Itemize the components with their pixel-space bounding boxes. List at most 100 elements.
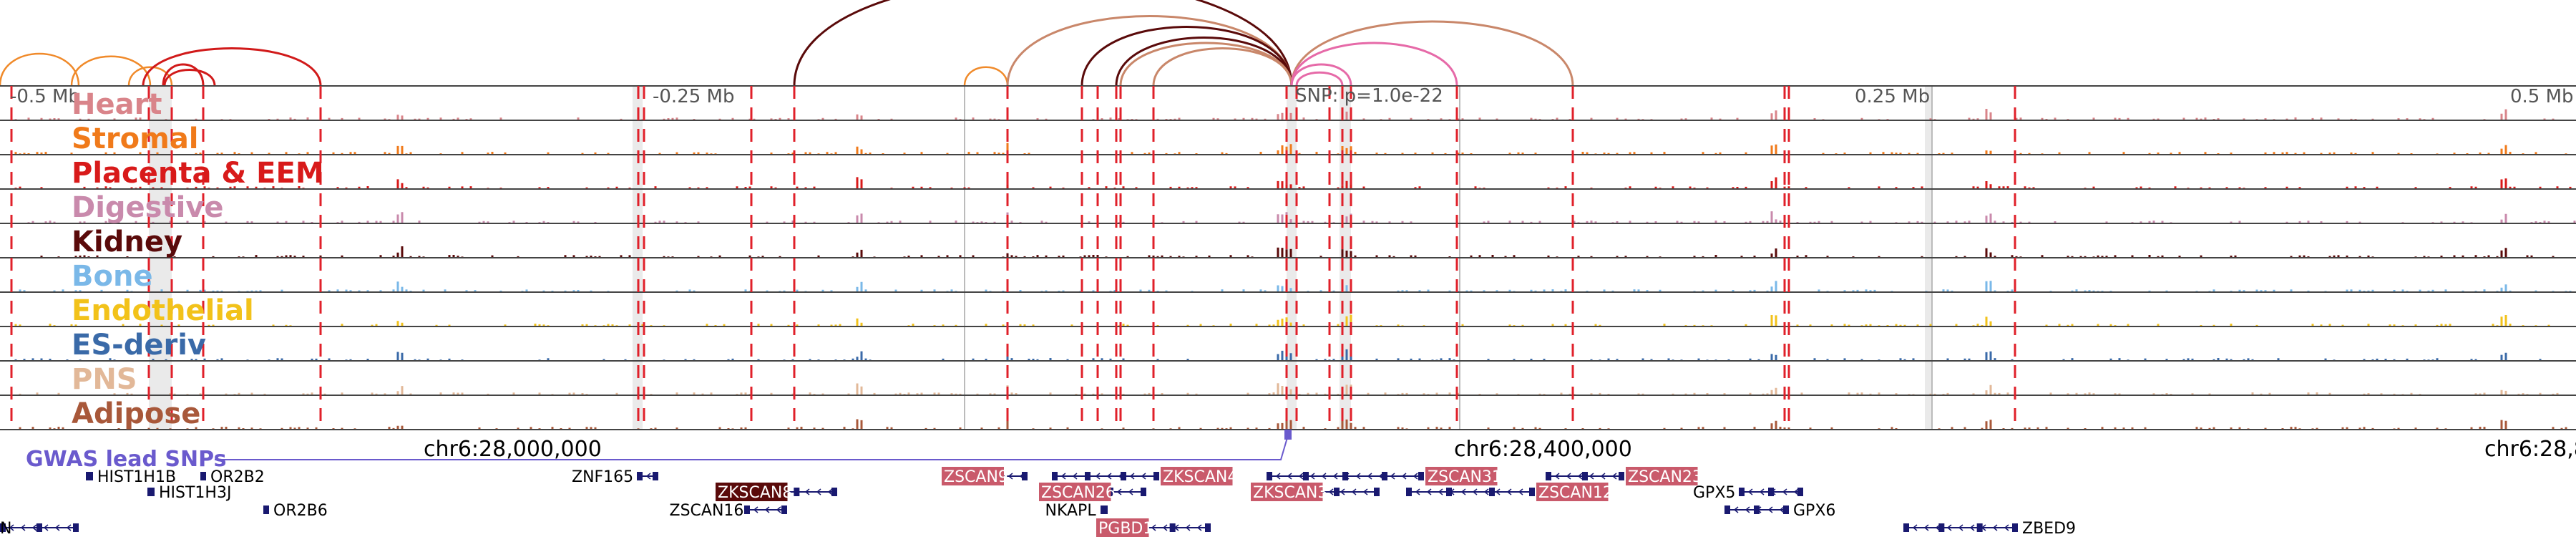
strand-arrow	[1793, 488, 1799, 495]
strand-arrow	[1344, 473, 1350, 480]
strand-arrow	[1483, 488, 1489, 495]
strand-arrow	[1340, 488, 1345, 495]
strand-arrow	[1566, 473, 1571, 480]
gene-label: NKAPL	[1045, 502, 1097, 520]
gene-exon	[1619, 472, 1624, 480]
strand-arrow	[1129, 473, 1135, 480]
gene-zscan12: ZSCAN12	[1406, 483, 1613, 502]
strand-arrow	[1912, 524, 1918, 531]
interaction-arc	[163, 69, 216, 87]
gene-exon	[149, 488, 155, 496]
gene-exon	[794, 488, 800, 496]
interaction-arc	[1080, 26, 1293, 87]
track-signal	[10, 383, 2559, 395]
scale-label: -0.25 Mb	[653, 86, 734, 107]
gene-label: ZSCAN23	[1628, 468, 1702, 486]
coordinate-label: chr6:28,8	[2484, 437, 2576, 462]
interaction-arc	[162, 63, 205, 87]
coordinate-label: chr6:28,400,000	[1454, 437, 1632, 462]
gene-label: ZSCAN31	[1428, 468, 1502, 486]
gene-label-box	[1425, 467, 1498, 485]
strand-arrow	[1426, 488, 1432, 495]
track-signal	[14, 109, 2555, 120]
snp-scale-label: SNP: p=1.0e-22	[1295, 85, 1443, 107]
strand-arrow	[1733, 506, 1739, 513]
strand-arrow	[1438, 488, 1443, 495]
gene-label: PGBD1	[1098, 520, 1153, 537]
strand-arrow	[1367, 473, 1372, 480]
gene-exon	[1976, 523, 1983, 532]
gene-exon	[1783, 505, 1789, 514]
strand-arrow	[1332, 473, 1338, 480]
gene-exon	[1382, 472, 1387, 480]
gene-exon	[263, 505, 269, 514]
gene-label: HIST1H3J	[159, 484, 231, 502]
interaction-arc	[1290, 42, 1458, 87]
gene-exon	[1334, 488, 1340, 496]
strand-arrow	[1275, 473, 1281, 480]
strand-arrow	[1328, 488, 1334, 495]
strand-arrow	[764, 506, 770, 513]
gene-exon	[781, 505, 787, 514]
interaction-arc	[1290, 20, 1574, 87]
gene-label: ZKSCAN4	[1163, 468, 1237, 486]
strand-arrow	[645, 473, 651, 480]
strand-arrow	[1745, 506, 1750, 513]
interaction-arc	[1295, 71, 1344, 87]
gene-label-box	[1161, 467, 1233, 485]
strand-arrow	[1770, 488, 1776, 495]
scale-label: -0.5 Mb	[10, 86, 80, 107]
scale-bar: -0.5 Mb -0.25 Mb SNP: p=1.0e-22 0.25 Mb …	[10, 85, 2574, 107]
scale-label: 0.5 Mb	[2510, 86, 2574, 107]
strand-arrow	[43, 524, 49, 531]
gene-exon	[1121, 472, 1126, 480]
gene-znf165: ZNF165	[572, 468, 658, 486]
interaction-arc	[963, 66, 1009, 87]
signal-tracks	[0, 85, 2576, 430]
strand-arrow	[1401, 473, 1407, 480]
track-label-endothelial: Endothelial	[72, 294, 254, 327]
strand-arrow	[1287, 473, 1292, 480]
strand-arrow	[1152, 473, 1158, 480]
strand-arrow	[1449, 488, 1455, 495]
strand-arrow	[1141, 473, 1146, 480]
strand-arrow	[1600, 473, 1606, 480]
track-label-placenta: Placenta & EEM	[72, 157, 324, 190]
strand-arrow	[1554, 473, 1560, 480]
gene-exon	[744, 505, 750, 514]
gene-exon	[1303, 472, 1309, 480]
gene-exon	[1446, 488, 1452, 496]
strand-arrow	[1118, 473, 1123, 480]
strand-arrow	[1139, 488, 1145, 495]
gene-label: ZSCAN16	[670, 502, 744, 520]
gene-exon	[87, 472, 93, 480]
track-signal	[19, 419, 2567, 429]
gene-label: GPX5	[1693, 484, 1735, 502]
track-label-bone: Bone	[72, 260, 153, 293]
gene-gpx6: GPX6	[1724, 502, 1835, 520]
strand-arrow	[1518, 488, 1523, 495]
strand-arrow	[1981, 524, 1986, 531]
gene-or2b6: OR2B6	[263, 502, 328, 520]
strand-arrow	[1106, 473, 1112, 480]
gene-label-box	[716, 483, 788, 501]
gene-zscan26: ZSCAN26	[1039, 483, 1146, 502]
gene-label: ZSCAN12	[1538, 484, 1613, 502]
gene-exon	[1102, 505, 1108, 514]
strand-arrow	[1506, 488, 1512, 495]
strand-arrow	[804, 488, 810, 495]
strand-arrow	[1355, 473, 1361, 480]
coordinate-label: chr6:28,000,000	[424, 437, 602, 462]
track-label-kidney: Kidney	[72, 226, 182, 258]
strand-arrow	[1589, 473, 1594, 480]
gene-gpx5: GPX5	[1693, 484, 1803, 502]
gene-exon	[0, 523, 6, 532]
gene-label: ZKSCAN8	[718, 484, 792, 502]
coordinate-axis: chr6:28,000,000 chr6:28,400,000 chr6:28,…	[424, 437, 2576, 462]
strand-arrow	[66, 524, 72, 531]
strand-arrow	[1782, 488, 1787, 495]
gene-exon	[1418, 472, 1424, 480]
strand-arrow	[753, 506, 758, 513]
strand-arrow	[1611, 473, 1617, 480]
gwas-snp-marker	[1284, 430, 1292, 440]
